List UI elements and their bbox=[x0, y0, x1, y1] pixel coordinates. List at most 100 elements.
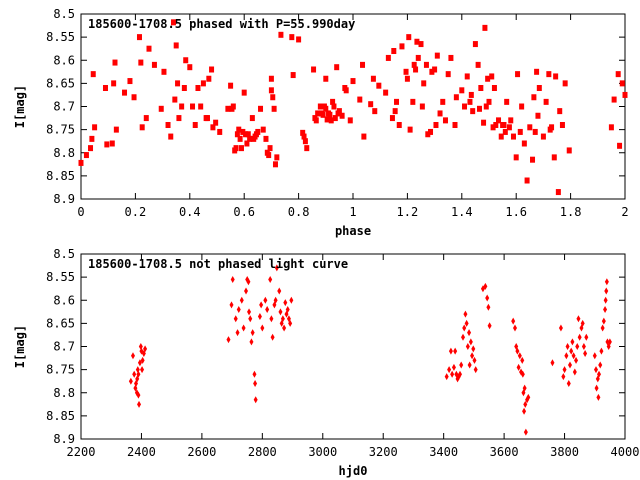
data-point bbox=[280, 315, 285, 323]
data-point bbox=[88, 145, 94, 152]
x-tick-label: 2600 bbox=[187, 445, 216, 459]
data-point bbox=[368, 101, 374, 108]
data-point bbox=[339, 112, 345, 119]
x-tick-label: 4000 bbox=[611, 445, 640, 459]
data-point bbox=[481, 119, 487, 126]
data-point bbox=[448, 54, 454, 61]
data-point bbox=[472, 356, 477, 364]
data-point bbox=[130, 352, 135, 360]
data-point bbox=[440, 98, 446, 105]
data-point bbox=[136, 34, 142, 41]
data-point bbox=[92, 124, 98, 131]
data-point bbox=[515, 71, 521, 78]
data-point bbox=[217, 128, 223, 135]
data-point bbox=[415, 54, 421, 61]
data-point bbox=[257, 312, 262, 320]
data-point bbox=[249, 115, 255, 122]
data-point bbox=[236, 306, 241, 313]
data-point bbox=[204, 115, 210, 122]
data-point bbox=[569, 347, 574, 355]
data-point bbox=[482, 24, 488, 31]
data-point bbox=[113, 126, 119, 133]
data-point bbox=[370, 75, 376, 82]
data-point bbox=[259, 301, 264, 309]
data-point bbox=[238, 145, 244, 152]
data-point bbox=[122, 89, 128, 96]
data-point bbox=[317, 103, 323, 110]
data-point bbox=[247, 135, 253, 142]
data-point bbox=[137, 359, 142, 367]
data-point bbox=[604, 278, 609, 286]
data-point bbox=[485, 294, 490, 302]
data-point bbox=[580, 319, 585, 327]
data-point bbox=[597, 370, 602, 378]
data-point bbox=[531, 94, 537, 101]
data-point bbox=[428, 128, 434, 135]
data-point bbox=[491, 85, 497, 91]
data-point bbox=[540, 133, 546, 140]
data-point bbox=[225, 105, 231, 112]
data-point bbox=[357, 96, 363, 103]
chart-panel-1: 0 0.2 0.4 0.6 0.8 1 1.2 1.4 1.6 1.8 2 8.5 8.55 8.6 8.6… bbox=[13, 7, 629, 238]
data-point bbox=[558, 324, 563, 332]
data-point bbox=[593, 366, 598, 374]
data-point bbox=[170, 19, 176, 26]
data-point bbox=[226, 336, 231, 344]
x-axis-label: phase bbox=[335, 224, 371, 238]
data-point bbox=[464, 319, 469, 327]
data-point bbox=[464, 73, 470, 80]
data-point bbox=[234, 131, 240, 138]
data-point bbox=[413, 66, 419, 73]
data-point bbox=[324, 116, 330, 123]
data-point bbox=[301, 133, 307, 140]
data-point bbox=[522, 384, 527, 392]
data-point bbox=[233, 145, 239, 152]
data-point bbox=[452, 122, 458, 128]
data-point bbox=[190, 103, 196, 110]
data-point bbox=[78, 159, 84, 166]
data-point bbox=[143, 115, 149, 122]
data-point bbox=[414, 38, 420, 45]
data-point bbox=[263, 296, 268, 304]
data-point bbox=[584, 333, 589, 341]
data-point bbox=[555, 189, 561, 196]
data-point bbox=[247, 308, 252, 316]
data-point bbox=[258, 105, 264, 112]
data-point bbox=[561, 373, 566, 381]
data-point bbox=[622, 91, 628, 98]
data-point bbox=[140, 356, 145, 364]
x-tick-label: 3800 bbox=[550, 445, 579, 459]
data-point bbox=[467, 329, 472, 337]
data-point bbox=[270, 94, 276, 101]
data-point bbox=[112, 59, 118, 66]
data-point bbox=[475, 61, 481, 68]
data-point bbox=[399, 43, 405, 50]
data-point bbox=[564, 352, 569, 360]
data-point bbox=[470, 352, 475, 360]
data-point bbox=[311, 66, 317, 73]
data-point bbox=[336, 108, 342, 115]
data-point bbox=[445, 71, 451, 78]
data-point bbox=[411, 61, 417, 68]
data-point bbox=[423, 61, 429, 68]
data-point bbox=[603, 306, 608, 313]
data-point bbox=[599, 347, 604, 355]
data-point bbox=[270, 333, 275, 341]
data-point bbox=[383, 89, 389, 96]
x-tick-label: 3600 bbox=[490, 445, 519, 459]
data-point bbox=[228, 82, 234, 89]
data-point bbox=[453, 347, 458, 355]
data-point bbox=[243, 131, 249, 138]
data-point bbox=[572, 368, 577, 376]
data-point bbox=[323, 75, 329, 82]
data-point bbox=[376, 82, 382, 89]
x-tick-label: 0.4 bbox=[179, 205, 201, 219]
data-point bbox=[237, 135, 243, 142]
data-point bbox=[252, 370, 257, 378]
y-tick-label: 8.9 bbox=[53, 432, 75, 446]
data-point bbox=[520, 356, 525, 364]
data-point bbox=[501, 122, 507, 128]
data-point bbox=[513, 154, 519, 161]
data-point bbox=[230, 103, 236, 110]
data-point bbox=[447, 366, 452, 374]
